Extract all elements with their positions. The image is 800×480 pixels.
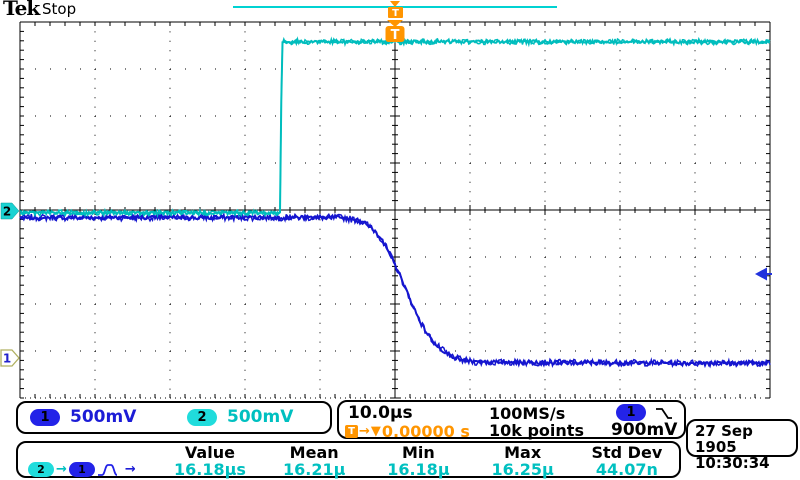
- meas-to-arrow-icon: →: [124, 462, 136, 477]
- falling-edge-icon: [656, 408, 672, 419]
- meas-mean: 16.21µ: [282, 460, 346, 479]
- meas-min: 16.18µ: [387, 460, 450, 479]
- col-max: Max: [504, 443, 542, 462]
- measurement-box: Value Mean Min Max Std Dev 2 → 1 → 16.18…: [16, 441, 681, 479]
- meas-from-badge: 2: [28, 462, 54, 477]
- record-trigger-caret-icon: [390, 1, 400, 7]
- col-mean: Mean: [289, 443, 339, 462]
- trigger-caret-icon: [387, 20, 403, 27]
- meas-to-badge: 1: [68, 462, 95, 477]
- trigger-position-marker: T: [385, 20, 405, 43]
- sample-rate: 100MS/s: [489, 404, 566, 423]
- ch2-badge: 2: [187, 409, 217, 426]
- trigger-delay-readout: T → ▼ 0.00000 s: [345, 422, 470, 441]
- timebase-scale: 10.0µs: [348, 403, 413, 423]
- timebase-trigger-box: 10.0µs 100MS/s 1 T → ▼ 0.00000 s 10k points…: [337, 400, 686, 441]
- meas-stddev: 44.07n: [595, 460, 658, 479]
- trigger-level-arrow: [755, 267, 772, 281]
- measurement-header-row: Value Mean Min Max Std Dev: [18, 443, 679, 462]
- ch1-scale: 500mV: [70, 407, 137, 427]
- record-trigger-marker: T: [388, 1, 403, 19]
- trigger-delay-caret-icon: ▼: [370, 424, 381, 439]
- ch2-scale: 500mV: [227, 407, 294, 427]
- col-stddev: Std Dev: [591, 443, 663, 462]
- meas-value: 16.18µs: [173, 460, 246, 479]
- delay-edges-icon: [97, 463, 118, 476]
- trigger-letter: T: [391, 28, 400, 43]
- measurement-source-label: 2 → 1 →: [18, 462, 158, 478]
- ch2-ground-marker: 2: [0, 202, 20, 220]
- ch1-marker-label: 1: [3, 352, 11, 366]
- ch1-ground-marker: 1: [0, 349, 20, 367]
- trigger-delay-value: 0.00000 s: [381, 422, 470, 441]
- datetime-box: 27 Sep 1905 10:30:34: [686, 419, 798, 471]
- trigger-delay-arrow-icon: →: [359, 424, 370, 439]
- channel-scale-box: 1 500mV 2 500mV: [16, 401, 332, 434]
- graticule: [19, 21, 771, 399]
- measurement-value-row: 2 → 1 → 16.18µs 16.21µ 16.18µ 16.25µ 44.…: [18, 460, 679, 479]
- meas-from-arrow-icon: →: [56, 462, 67, 477]
- waveform-display: T T 2 1: [0, 1, 772, 399]
- acquisition-status: Stop: [42, 0, 77, 18]
- record-length: 10k points: [489, 421, 584, 440]
- col-min: Min: [402, 443, 435, 462]
- record-trigger-letter: T: [392, 8, 399, 19]
- col-value: Value: [184, 443, 235, 462]
- trace-ch1: [19, 213, 771, 368]
- ch1-badge: 1: [30, 409, 60, 426]
- time-label: 10:30:34: [695, 454, 770, 472]
- date-label: 27 Sep 1905: [695, 422, 753, 456]
- meas-max: 16.25µ: [491, 460, 554, 479]
- trigger-delay-t-icon: T: [345, 425, 358, 438]
- trigger-source-badge: 1: [616, 404, 646, 421]
- ch2-marker-label: 2: [3, 205, 11, 219]
- tek-logo: Tek: [3, 0, 40, 20]
- trigger-level: 900mV: [611, 420, 678, 440]
